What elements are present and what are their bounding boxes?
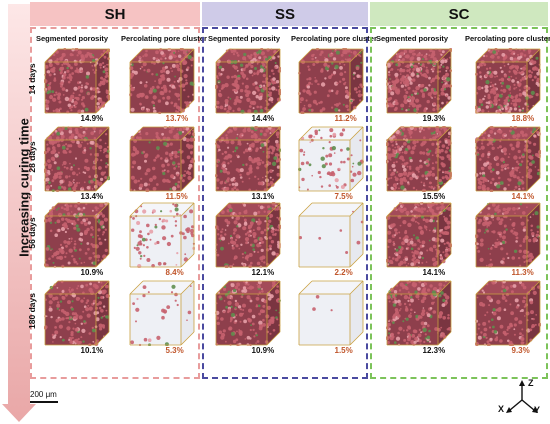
- segmented-porosity-cube: [214, 201, 282, 273]
- segmented-porosity-cube: [385, 48, 453, 119]
- percolating-pore-value: 7.5%: [334, 192, 353, 201]
- segmented-porosity-value: 12.3%: [422, 346, 446, 355]
- segmented-porosity-value: 10.9%: [80, 268, 104, 277]
- segmented-porosity-value: 12.1%: [251, 268, 275, 277]
- panel-frame: [30, 27, 200, 379]
- segmented-porosity-value: 19.3%: [422, 114, 446, 123]
- percolating-cluster-cube: [298, 280, 364, 351]
- curing-time-arrow: [2, 4, 36, 422]
- percolating-pore-value: 18.8%: [511, 114, 535, 123]
- percolating-cluster-cube: [128, 47, 195, 119]
- percolating-pore-value: 13.7%: [165, 114, 189, 123]
- segmented-porosity-cube: [384, 201, 452, 273]
- panel-frame: [202, 27, 368, 379]
- percolating-pore-value: 11.3%: [511, 268, 534, 277]
- panel-title: SH: [30, 2, 200, 26]
- percolating-cluster-cube: [474, 202, 541, 273]
- percolating-cluster-cube: [129, 280, 195, 351]
- percolating-cluster-cube: [474, 279, 542, 351]
- scale-bar: [30, 401, 58, 403]
- xyz-axis-triad: [506, 380, 538, 413]
- axis-y-label: Y: [534, 405, 541, 415]
- day-label: 180 days: [27, 293, 37, 329]
- scale-bar-label: 200 μm: [30, 390, 57, 399]
- percolating-cluster-cube: [298, 202, 364, 273]
- column-label-percolating: Percolating pore cluster: [465, 34, 550, 43]
- segmented-porosity-value: 14.4%: [251, 114, 275, 123]
- percolating-pore-value: 8.4%: [165, 268, 184, 277]
- panel-sh: SH Segmented porosity Percolating pore clu…: [30, 2, 207, 379]
- segmented-porosity-cube: [384, 125, 453, 197]
- day-label: 56 days: [27, 217, 37, 249]
- segmented-porosity-cube: [213, 47, 282, 119]
- percolating-cluster-cube: [129, 202, 195, 273]
- segmented-porosity-cube: [43, 201, 110, 273]
- column-label-segmented: Segmented porosity: [36, 34, 109, 43]
- segmented-porosity-cube: [385, 280, 452, 351]
- percolating-pore-value: 9.3%: [511, 346, 530, 355]
- segmented-porosity-cube: [42, 125, 111, 197]
- column-label-percolating: Percolating pore cluster: [121, 34, 207, 43]
- panel-sc: SC Segmented porosity Percolating pore clu…: [370, 2, 550, 379]
- panel-ss: SS Segmented porosity Percolating pore clu…: [202, 2, 377, 379]
- column-label-segmented: Segmented porosity: [376, 34, 449, 43]
- percolating-cluster-cube: [129, 125, 195, 197]
- percolating-pore-value: 2.2%: [334, 268, 353, 277]
- percolating-pore-value: 5.3%: [165, 346, 184, 355]
- percolating-cluster-cube: [473, 125, 542, 197]
- segmented-porosity-value: 13.1%: [251, 192, 275, 201]
- panel-title: SC: [370, 2, 548, 26]
- percolating-cluster-cube: [297, 126, 364, 197]
- segmented-porosity-cube: [43, 280, 110, 351]
- day-label: 14 days: [27, 63, 37, 95]
- column-label-segmented: Segmented porosity: [208, 34, 281, 43]
- panel-title: SS: [202, 2, 368, 26]
- segmented-porosity-value: 10.1%: [80, 346, 104, 355]
- axis-z-label: Z: [528, 378, 534, 388]
- percolating-cluster-cube: [473, 47, 542, 119]
- segmented-porosity-cube: [42, 47, 111, 119]
- percolating-pore-value: 11.2%: [334, 114, 357, 123]
- segmented-porosity-cube: [214, 125, 282, 197]
- segmented-porosity-value: 14.1%: [422, 268, 446, 277]
- segmented-porosity-cube: [214, 280, 281, 351]
- percolating-pore-value: 11.5%: [165, 192, 188, 201]
- segmented-porosity-value: 15.5%: [422, 192, 446, 201]
- percolating-pore-value: 14.1%: [511, 192, 535, 201]
- day-label: 28 days: [27, 141, 37, 173]
- column-label-percolating: Percolating pore cluster: [291, 34, 377, 43]
- axis-x-label: X: [498, 404, 505, 414]
- segmented-porosity-value: 10.9%: [251, 346, 275, 355]
- segmented-porosity-value: 13.4%: [80, 192, 104, 201]
- segmented-porosity-value: 14.9%: [80, 114, 104, 123]
- panel-frame: [370, 27, 548, 379]
- percolating-cluster-cube: [297, 47, 364, 119]
- percolating-pore-value: 1.5%: [334, 346, 353, 355]
